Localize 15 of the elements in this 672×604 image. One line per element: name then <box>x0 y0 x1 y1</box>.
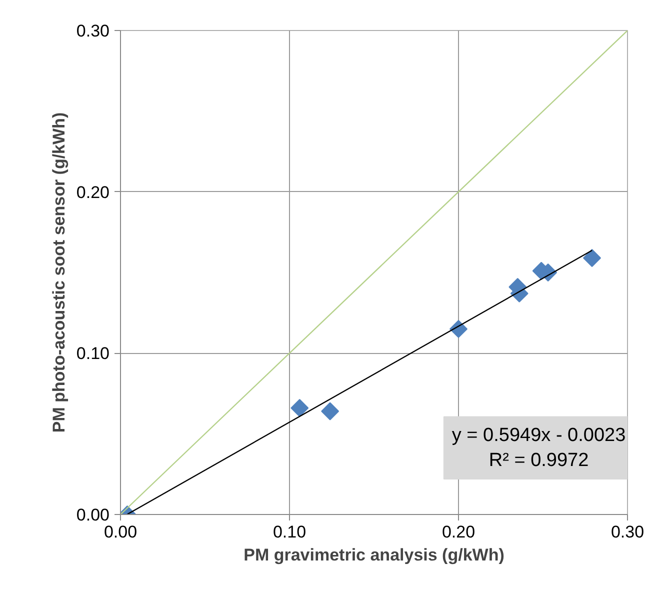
annotation: y = 0.5949x - 0.0023 <box>452 424 626 446</box>
y-tick-label: 0.20 <box>76 182 110 202</box>
y-axis-title: PM photo-acoustic soot sensor (g/kWh) <box>49 112 68 433</box>
y-tick-label: 0.00 <box>76 506 110 524</box>
x-tick-label: 0.20 <box>442 522 476 542</box>
x-tick-label: 0.00 <box>104 522 138 542</box>
point <box>321 402 340 420</box>
annotation: R² = 0.9972 <box>488 450 589 472</box>
point <box>290 399 309 418</box>
point <box>583 248 601 267</box>
x-axis-title: PM gravimetric analysis (g/kWh) <box>244 546 504 564</box>
y-tick-label: 0.10 <box>76 344 110 364</box>
x-tick-label: 0.10 <box>272 522 306 542</box>
y-tick-label: 0.30 <box>76 22 110 40</box>
x-tick-label: 0.30 <box>610 522 644 542</box>
